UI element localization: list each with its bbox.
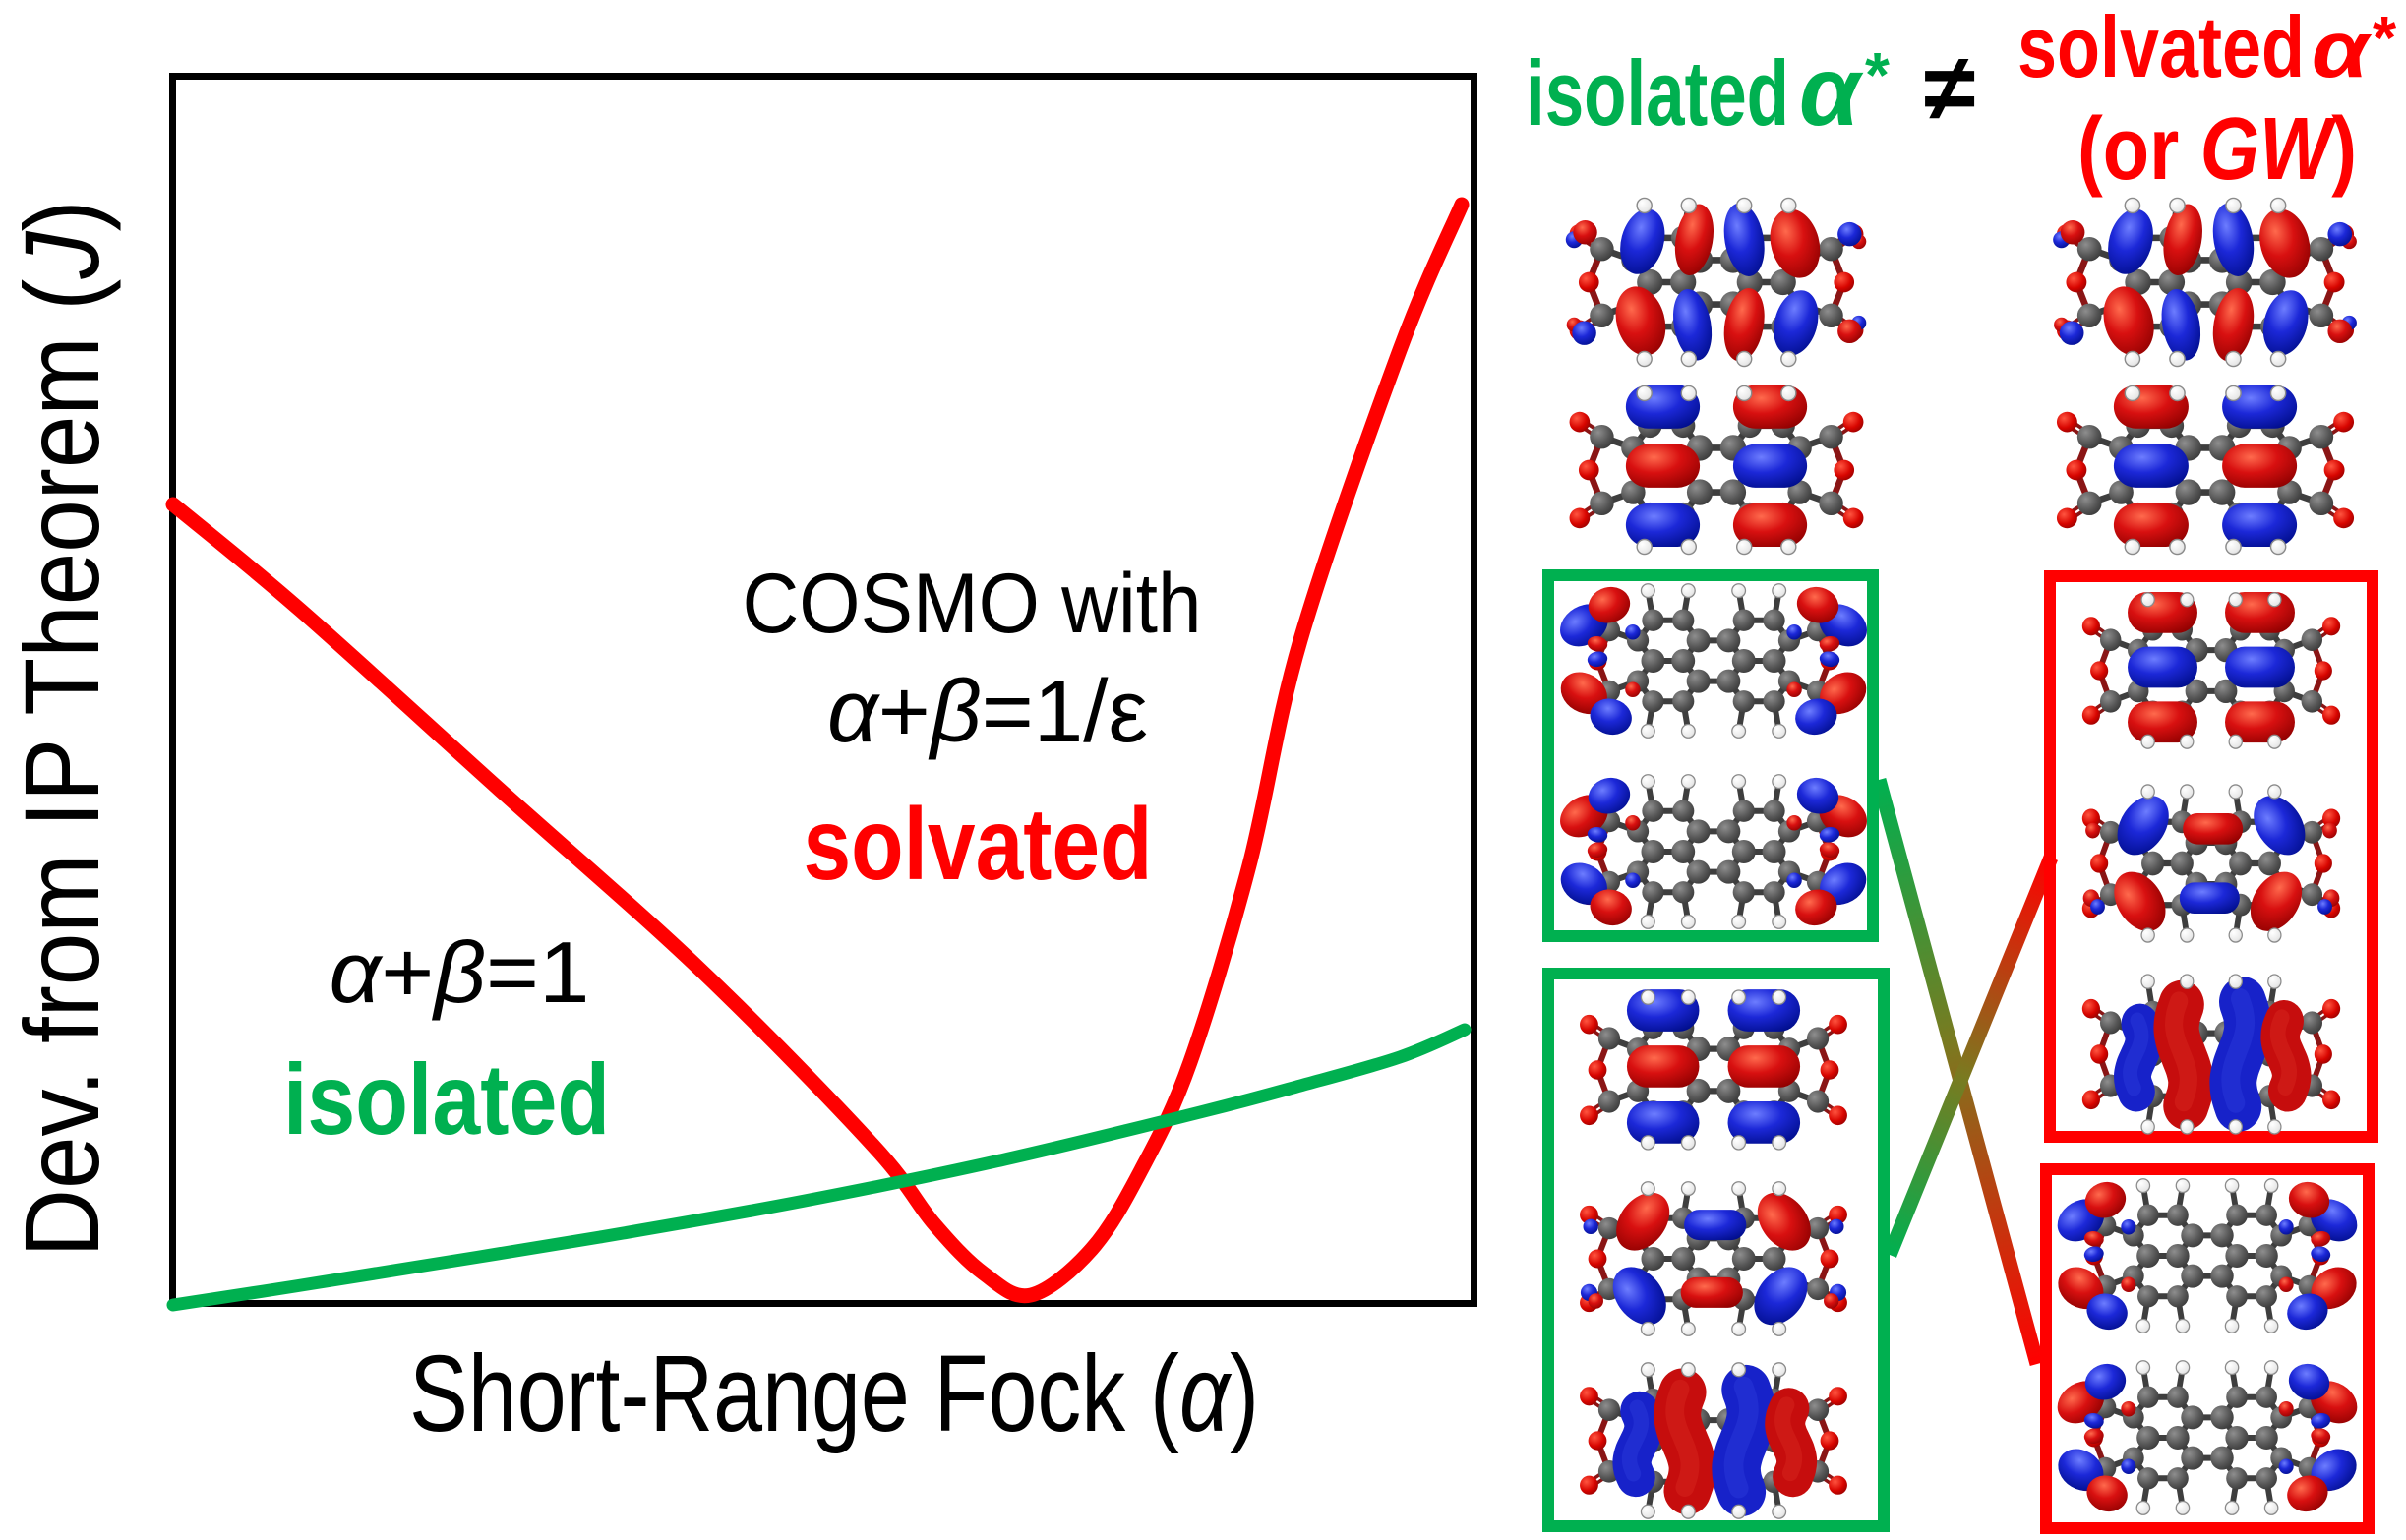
svg-text:≠: ≠: [1924, 35, 1976, 141]
svg-text:isolated: isolated: [1526, 41, 1789, 145]
svg-text:α: α: [2312, 5, 2373, 94]
svg-text:isolated: isolated: [283, 1043, 610, 1155]
svg-text:solvated: solvated: [2017, 0, 2305, 95]
svg-text:*: *: [1865, 39, 1890, 110]
svg-text:solvated: solvated: [804, 788, 1153, 902]
svg-text:*: *: [2373, 5, 2397, 73]
svg-text:α+β=1/ε: α+β=1/ε: [827, 663, 1148, 761]
svg-text:Short-Range Fock (α): Short-Range Fock (α): [409, 1333, 1259, 1454]
svg-text:α: α: [1799, 36, 1864, 147]
svg-text:Dev. from IP Theorem (J): Dev. from IP Theorem (J): [2, 200, 121, 1257]
svg-text:COSMO with: COSMO with: [743, 557, 1202, 651]
svg-text:α+β=1: α+β=1: [330, 923, 590, 1021]
svg-text:(or GW): (or GW): [2077, 100, 2357, 199]
